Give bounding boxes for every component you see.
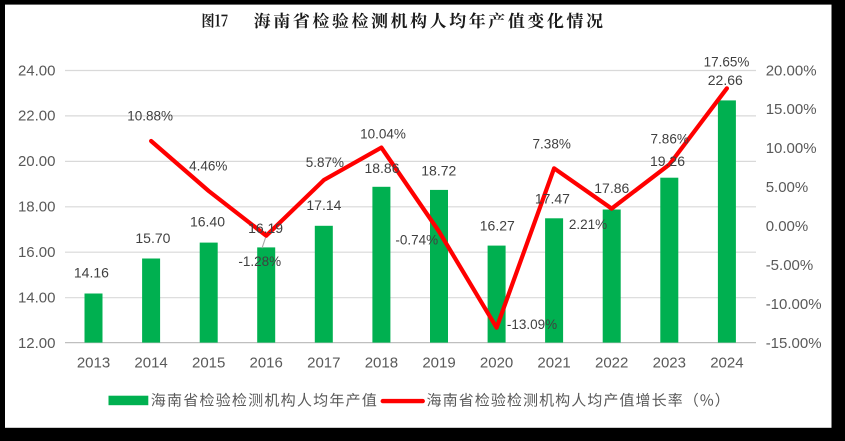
svg-text:16.27: 16.27 xyxy=(480,218,515,234)
svg-text:14.00: 14.00 xyxy=(18,290,56,307)
svg-text:2023: 2023 xyxy=(653,355,686,372)
svg-text:18.00: 18.00 xyxy=(18,199,56,216)
svg-text:16.40: 16.40 xyxy=(190,214,225,230)
svg-text:17.47: 17.47 xyxy=(535,191,570,207)
svg-text:-5.00%: -5.00% xyxy=(766,257,814,274)
svg-text:20.00%: 20.00% xyxy=(766,62,817,79)
svg-text:18.72: 18.72 xyxy=(421,162,456,178)
svg-text:2016: 2016 xyxy=(250,355,283,372)
svg-text:-13.09%: -13.09% xyxy=(507,317,557,332)
svg-text:15.70: 15.70 xyxy=(135,230,170,246)
svg-text:10.04%: 10.04% xyxy=(360,126,406,141)
svg-text:20.00: 20.00 xyxy=(18,153,56,170)
svg-text:2024: 2024 xyxy=(710,355,743,372)
svg-text:-0.74%: -0.74% xyxy=(395,233,438,248)
svg-text:4.46%: 4.46% xyxy=(189,159,227,174)
svg-text:0.00%: 0.00% xyxy=(766,218,809,235)
svg-text:2.21%: 2.21% xyxy=(569,217,607,232)
svg-text:17.65%: 17.65% xyxy=(704,55,750,70)
svg-text:2017: 2017 xyxy=(307,355,340,372)
svg-text:17.86: 17.86 xyxy=(594,180,629,196)
svg-text:5.87%: 5.87% xyxy=(306,155,344,170)
svg-text:2020: 2020 xyxy=(480,355,513,372)
svg-text:5.00%: 5.00% xyxy=(766,179,809,196)
svg-text:-1.28%: -1.28% xyxy=(238,254,281,269)
svg-text:17.14: 17.14 xyxy=(306,197,341,213)
svg-text:16.00: 16.00 xyxy=(18,244,56,261)
svg-text:24.00: 24.00 xyxy=(18,62,56,79)
svg-text:19.26: 19.26 xyxy=(650,153,685,169)
svg-text:2014: 2014 xyxy=(134,355,167,372)
svg-text:-10.00%: -10.00% xyxy=(766,296,822,313)
svg-text:14.16: 14.16 xyxy=(74,265,109,281)
svg-text:2015: 2015 xyxy=(192,355,225,372)
svg-text:2018: 2018 xyxy=(365,355,398,372)
svg-text:16.19: 16.19 xyxy=(248,220,283,236)
svg-text:22.00: 22.00 xyxy=(18,108,56,125)
svg-text:7.38%: 7.38% xyxy=(533,136,571,151)
svg-text:2013: 2013 xyxy=(77,355,110,372)
svg-text:10.88%: 10.88% xyxy=(127,109,173,124)
svg-text:2021: 2021 xyxy=(537,355,570,372)
svg-text:15.00%: 15.00% xyxy=(766,101,817,118)
svg-text:-15.00%: -15.00% xyxy=(766,335,822,352)
svg-text:18.86: 18.86 xyxy=(364,160,399,176)
svg-text:10.00%: 10.00% xyxy=(766,140,817,157)
svg-text:12.00: 12.00 xyxy=(18,335,56,352)
svg-text:2019: 2019 xyxy=(422,355,455,372)
svg-text:2022: 2022 xyxy=(595,355,628,372)
svg-text:22.66: 22.66 xyxy=(708,72,743,88)
svg-text:7.86%: 7.86% xyxy=(651,131,689,146)
